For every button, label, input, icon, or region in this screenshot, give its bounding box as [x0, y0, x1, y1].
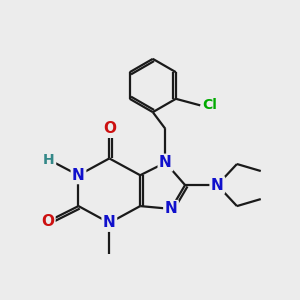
Text: N: N: [103, 215, 116, 230]
Text: H: H: [43, 153, 55, 167]
Text: O: O: [41, 214, 54, 229]
Text: N: N: [211, 178, 224, 193]
Text: N: N: [72, 168, 85, 183]
Text: N: N: [159, 155, 172, 170]
Text: Cl: Cl: [202, 98, 217, 112]
Text: N: N: [165, 201, 177, 216]
Text: O: O: [103, 122, 116, 136]
